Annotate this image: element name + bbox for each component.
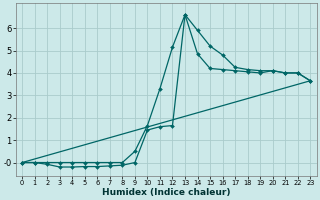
X-axis label: Humidex (Indice chaleur): Humidex (Indice chaleur) xyxy=(102,188,230,197)
